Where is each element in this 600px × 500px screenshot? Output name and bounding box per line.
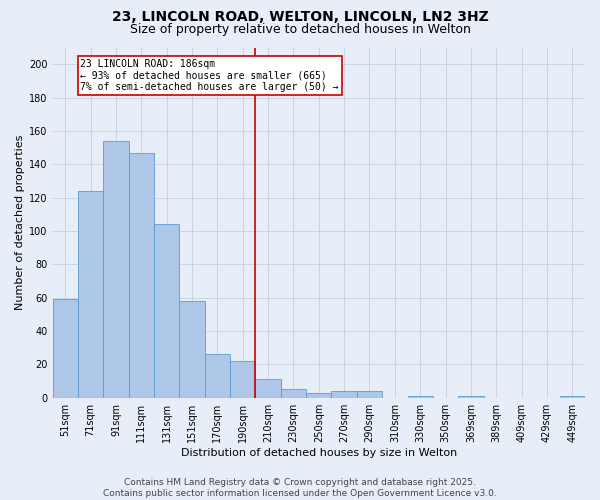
Bar	[281, 390, 306, 398]
Bar	[357, 391, 382, 398]
Bar	[256, 380, 281, 398]
Text: Size of property relative to detached houses in Welton: Size of property relative to detached ho…	[130, 22, 470, 36]
Bar	[306, 392, 331, 398]
Bar	[458, 396, 484, 398]
Bar	[154, 224, 179, 398]
Bar	[53, 300, 78, 398]
X-axis label: Distribution of detached houses by size in Welton: Distribution of detached houses by size …	[181, 448, 457, 458]
Bar	[331, 391, 357, 398]
Bar	[78, 191, 103, 398]
Text: 23 LINCOLN ROAD: 186sqm
← 93% of detached houses are smaller (665)
7% of semi-de: 23 LINCOLN ROAD: 186sqm ← 93% of detache…	[80, 59, 339, 92]
Bar	[205, 354, 230, 398]
Text: 23, LINCOLN ROAD, WELTON, LINCOLN, LN2 3HZ: 23, LINCOLN ROAD, WELTON, LINCOLN, LN2 3…	[112, 10, 488, 24]
Bar	[230, 361, 256, 398]
Bar	[128, 152, 154, 398]
Y-axis label: Number of detached properties: Number of detached properties	[15, 135, 25, 310]
Text: Contains HM Land Registry data © Crown copyright and database right 2025.
Contai: Contains HM Land Registry data © Crown c…	[103, 478, 497, 498]
Bar	[179, 301, 205, 398]
Bar	[560, 396, 585, 398]
Bar	[407, 396, 433, 398]
Bar	[103, 141, 128, 398]
